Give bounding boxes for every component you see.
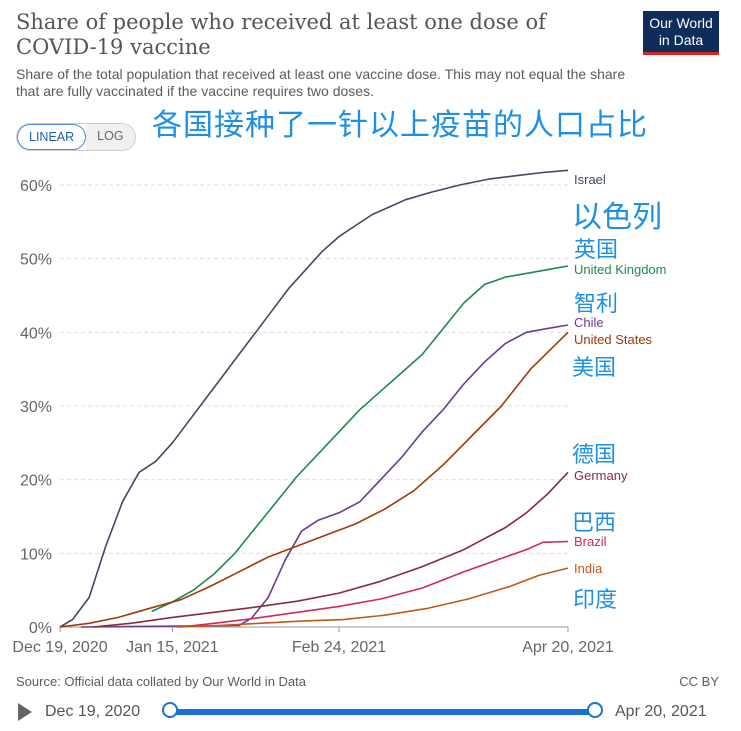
linear-scale-button[interactable]: LINEAR xyxy=(17,124,87,150)
annotation-cn-chile: 智利 xyxy=(574,292,619,317)
series-line-united-states xyxy=(59,331,569,628)
series-line-chile xyxy=(80,324,569,628)
series-line-germany xyxy=(93,471,569,628)
annotation-cn-germany: 德国 xyxy=(572,443,617,468)
play-icon[interactable] xyxy=(18,703,32,721)
annotation-cn-united-kingdom: 英国 xyxy=(574,238,619,263)
series-label-united-states: United States xyxy=(574,332,653,347)
series-label-israel: Israel xyxy=(574,172,606,187)
source-note[interactable]: Source: Official data collated by Our Wo… xyxy=(16,674,306,689)
series-label-united-kingdom: United Kingdom xyxy=(574,262,667,277)
y-tick-label: 10% xyxy=(20,546,52,563)
y-tick-label: 50% xyxy=(20,252,52,269)
logo-line-1: Our World xyxy=(649,14,713,31)
timeline-end-label: Apr 20, 2021 xyxy=(615,703,707,720)
series-label-brazil: Brazil xyxy=(574,534,607,549)
x-tick-label: Dec 19, 2020 xyxy=(12,639,107,656)
series-label-chile: Chile xyxy=(574,315,604,330)
y-tick-label: 40% xyxy=(20,325,52,342)
x-tick-label: Jan 15, 2021 xyxy=(126,639,219,656)
series-label-india: India xyxy=(574,561,603,576)
timeline-end-handle[interactable] xyxy=(587,702,603,718)
annotation-cn-brazil: 巴西 xyxy=(572,511,617,536)
timeline-start-handle[interactable] xyxy=(162,702,178,718)
x-tick-label: Apr 20, 2021 xyxy=(522,639,614,656)
y-tick-label: 60% xyxy=(20,178,52,195)
chart-title: Share of people who received at least on… xyxy=(16,10,546,59)
series-line-israel xyxy=(59,169,569,628)
series-line-india xyxy=(176,567,569,628)
series-label-germany: Germany xyxy=(574,468,628,483)
y-tick-label: 30% xyxy=(20,399,52,416)
scale-toggle[interactable]: LINEAR LOG xyxy=(16,123,136,151)
series-line-united-kingdom xyxy=(151,265,569,613)
logo-line-2: in Data xyxy=(658,31,704,48)
series-line-brazil xyxy=(180,540,569,628)
license-label[interactable]: CC BY xyxy=(679,674,719,689)
timeline-start-label: Dec 19, 2020 xyxy=(45,703,141,720)
annotation-cn-israel: 以色列 xyxy=(572,200,662,235)
annotation-cn-india: 印度 xyxy=(573,588,618,613)
y-tick-label: 20% xyxy=(20,473,52,490)
log-scale-button[interactable]: LOG xyxy=(86,124,135,150)
chart-subtitle: Share of the total population that recei… xyxy=(16,66,626,99)
x-tick-label: Feb 24, 2021 xyxy=(292,639,386,656)
owid-logo[interactable]: Our World in Data xyxy=(643,11,719,55)
timeline-track[interactable] xyxy=(170,709,595,715)
annotation-title-cn: 各国接种了一针以上疫苗的人口占比 xyxy=(152,108,648,143)
annotation-cn-united-states: 美国 xyxy=(572,356,617,381)
y-tick-label: 0% xyxy=(29,620,52,637)
